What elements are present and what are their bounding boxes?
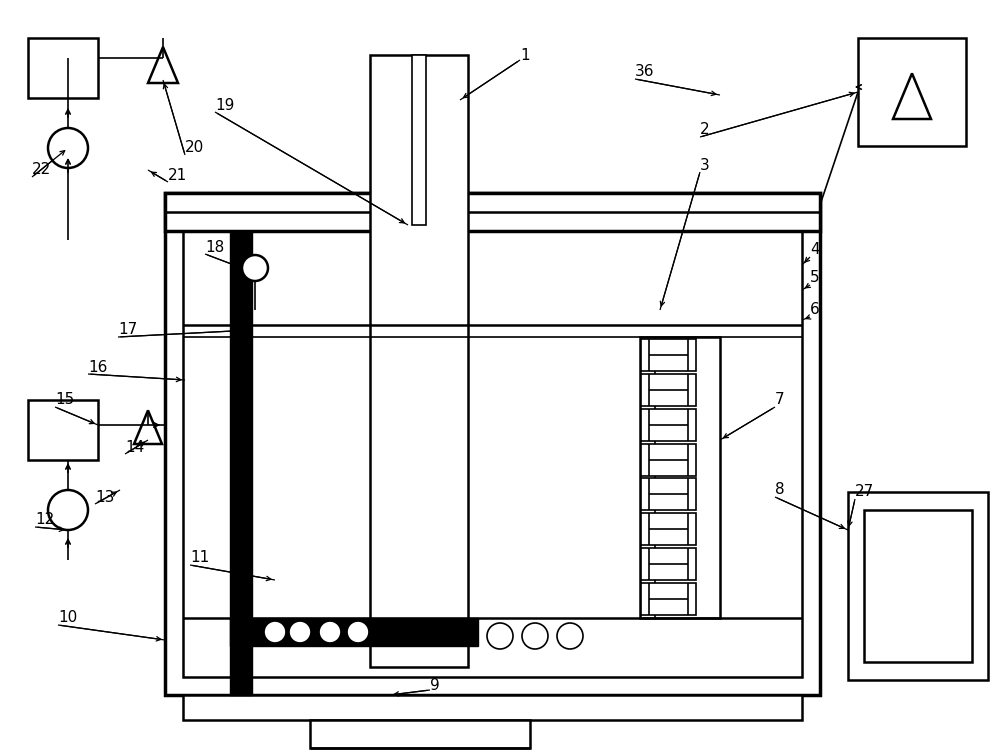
Text: 15: 15	[55, 393, 74, 408]
Bar	[165, 193, 820, 231]
Bar	[641, 444, 696, 476]
Bar	[370, 55, 468, 667]
Text: 9: 9	[430, 678, 440, 693]
Text: 21: 21	[168, 168, 187, 183]
Text: 6: 6	[810, 302, 820, 317]
Bar	[858, 38, 966, 146]
Circle shape	[242, 255, 268, 281]
Bar	[864, 510, 972, 662]
Bar	[310, 720, 530, 748]
Bar	[641, 478, 696, 510]
Circle shape	[522, 623, 548, 649]
Circle shape	[487, 623, 513, 649]
Text: 8: 8	[775, 483, 785, 498]
Circle shape	[264, 621, 286, 643]
Circle shape	[289, 621, 311, 643]
Text: 10: 10	[58, 611, 77, 626]
Text: 12: 12	[35, 513, 54, 527]
Text: 7: 7	[775, 393, 785, 408]
Circle shape	[319, 621, 341, 643]
Text: 20: 20	[185, 141, 204, 156]
Text: 11: 11	[190, 550, 209, 566]
Bar	[641, 339, 696, 371]
Bar	[641, 409, 696, 441]
Text: 16: 16	[88, 359, 107, 374]
Text: 2: 2	[700, 123, 710, 138]
Text: 36: 36	[635, 65, 654, 80]
Bar	[183, 695, 802, 720]
Text: 17: 17	[118, 323, 137, 338]
Text: 4: 4	[810, 242, 820, 257]
Text: 22: 22	[32, 162, 51, 177]
Bar	[412, 55, 426, 225]
Text: 5: 5	[810, 271, 820, 286]
Circle shape	[48, 490, 88, 530]
Bar	[641, 513, 696, 545]
Text: 14: 14	[125, 439, 144, 454]
Circle shape	[48, 128, 88, 168]
Bar	[641, 374, 696, 406]
Text: 13: 13	[95, 490, 114, 505]
Circle shape	[347, 621, 369, 643]
Text: 18: 18	[205, 239, 224, 254]
Bar	[28, 38, 98, 98]
Text: 3: 3	[700, 157, 710, 172]
Bar	[848, 492, 988, 680]
Text: 1: 1	[520, 47, 530, 62]
Circle shape	[557, 623, 583, 649]
Text: 27: 27	[855, 484, 874, 499]
Bar	[165, 193, 820, 695]
Bar	[230, 231, 252, 695]
Bar	[641, 548, 696, 580]
Text: 19: 19	[215, 98, 234, 113]
Bar	[641, 583, 696, 615]
Bar	[230, 618, 478, 646]
Bar	[640, 337, 720, 618]
Bar	[183, 211, 802, 677]
Bar	[28, 400, 98, 460]
